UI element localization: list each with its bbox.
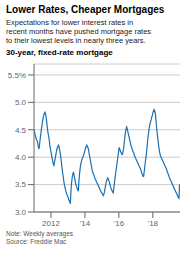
svg-text:'14: '14 xyxy=(80,219,91,228)
html-text:Note: Weekly averages Source:: Note: Weekly averages Source: Freddie Ma… xyxy=(6,230,74,245)
html-text:Expectations for lower interes: Expectations for lower interest rates in… xyxy=(6,18,152,45)
svg-text:4.0: 4.0 xyxy=(15,153,27,162)
html-text:30-year, fixed-rate mortgage: 30-year, fixed-rate mortgage xyxy=(6,48,113,57)
svg-text:5.5%: 5.5% xyxy=(8,71,26,80)
svg-text:3.0: 3.0 xyxy=(15,208,27,217)
svg-text:3.5: 3.5 xyxy=(15,180,27,189)
svg-text:'18: '18 xyxy=(148,219,159,228)
svg-text:5.0: 5.0 xyxy=(15,98,27,107)
svg-text:4.5: 4.5 xyxy=(15,126,27,135)
html-text:Lower Rates, Cheaper Mortgages: Lower Rates, Cheaper Mortgages xyxy=(6,4,165,15)
svg-text:'16: '16 xyxy=(114,219,125,228)
svg-text:2012: 2012 xyxy=(42,219,60,228)
